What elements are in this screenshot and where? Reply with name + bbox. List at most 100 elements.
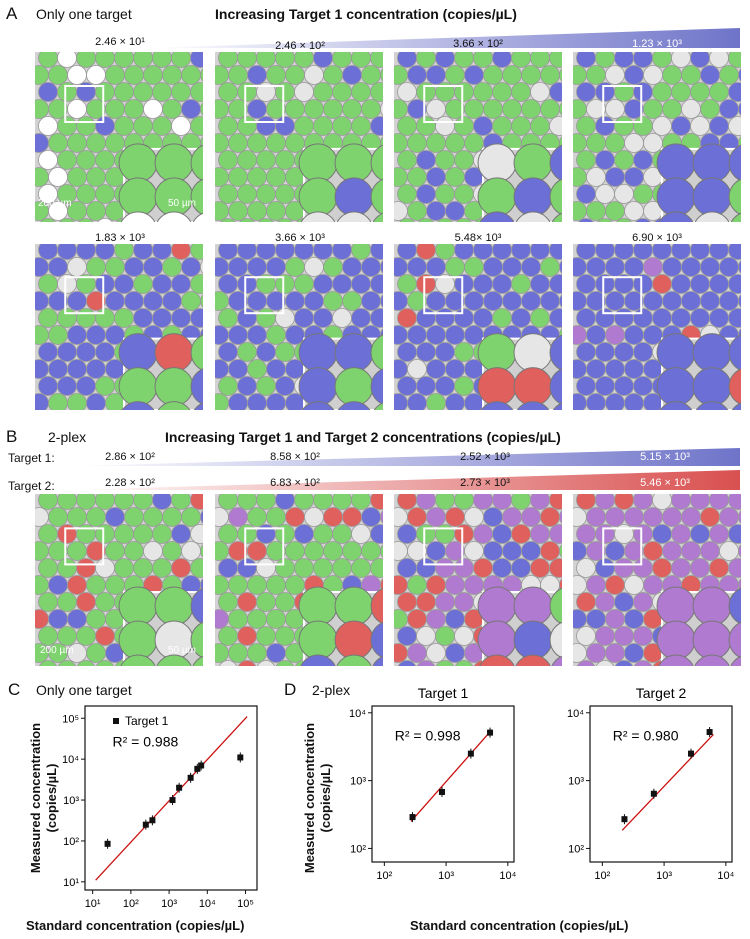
roi-box (602, 85, 643, 123)
droplet (728, 621, 741, 659)
droplet (549, 52, 562, 68)
droplet (193, 402, 203, 410)
droplet (454, 342, 474, 362)
zoom-inset (118, 143, 203, 222)
droplet (492, 244, 512, 260)
droplet (530, 52, 550, 68)
droplet (397, 592, 417, 612)
droplet (105, 65, 125, 85)
droplet (738, 294, 741, 308)
b-scale-bar-50: 50 µm (168, 645, 196, 656)
droplet (394, 291, 408, 311)
droplet (95, 592, 115, 612)
droplet (656, 620, 696, 660)
droplet (258, 218, 274, 222)
droplet (614, 524, 634, 544)
droplet (218, 150, 238, 170)
b-t2-conc-1: 2.28 × 10² (105, 477, 155, 489)
droplet (728, 52, 741, 68)
droplet (652, 308, 672, 328)
droplet (614, 308, 634, 328)
zoom-inset (477, 586, 562, 666)
droplet (154, 143, 194, 183)
droplet (218, 244, 238, 260)
droplet (719, 291, 739, 311)
droplet (394, 65, 408, 85)
droplet (633, 342, 653, 362)
droplet (35, 167, 49, 187)
droplet (215, 167, 229, 187)
droplet (605, 541, 625, 561)
droplet (370, 244, 383, 260)
droplet (370, 334, 383, 371)
droplet (633, 558, 653, 578)
b-t1-conc-4: 5.15 × 10³ (640, 451, 690, 463)
droplet (658, 654, 694, 666)
zoom-inset (298, 143, 383, 222)
droplet (719, 65, 739, 85)
droplet (370, 621, 383, 659)
droplet (728, 334, 741, 371)
droplet (692, 333, 732, 373)
droplet (728, 178, 741, 216)
droplet (38, 244, 58, 260)
zoom-inset (118, 586, 203, 666)
chart-d2-xtick-label: 10² (594, 870, 610, 882)
droplet (573, 65, 587, 85)
droplet (700, 65, 720, 85)
droplet (454, 244, 474, 260)
droplet (700, 507, 720, 527)
droplet (237, 524, 257, 544)
droplet (407, 201, 427, 221)
droplet (114, 558, 134, 578)
droplet (576, 494, 596, 510)
droplet (114, 308, 134, 328)
droplet (407, 167, 427, 187)
droplet (728, 587, 741, 625)
droplet (605, 65, 625, 85)
droplet (394, 359, 408, 379)
droplet (502, 99, 522, 119)
droplet (332, 558, 352, 578)
droplet (407, 359, 427, 379)
droplet (114, 524, 134, 544)
droplet (549, 494, 562, 510)
droplet (266, 65, 286, 85)
droplet (671, 524, 691, 544)
droplet (407, 257, 427, 277)
zoom-inset (656, 333, 741, 410)
droplet (181, 507, 201, 527)
droplet (690, 524, 710, 544)
roi-box (244, 85, 285, 123)
droplet (511, 524, 531, 544)
droplet (105, 257, 125, 277)
droplet (215, 325, 229, 345)
droplet (152, 274, 172, 294)
chart-d1-ytick-label: 10² (350, 843, 366, 855)
droplet (624, 325, 644, 345)
droplet (492, 274, 512, 294)
roi-box (423, 85, 464, 123)
droplet (67, 99, 87, 119)
chart-d1-xtick-label: 10² (376, 870, 392, 882)
droplet (549, 621, 562, 659)
droplet (266, 257, 286, 277)
droplet (67, 325, 87, 345)
droplet (573, 359, 587, 379)
droplet (709, 52, 729, 68)
droplet (652, 52, 672, 68)
droplet (633, 626, 653, 646)
droplet (294, 524, 314, 544)
droplet (266, 359, 286, 379)
chart-c-legend-label: Target 1 (125, 714, 169, 728)
roi-box (244, 276, 285, 315)
droplet (652, 244, 672, 260)
droplet (394, 133, 408, 153)
droplet (218, 494, 238, 510)
droplet (298, 333, 338, 373)
b-t2-conc-3: 2.73 × 10³ (460, 477, 510, 489)
droplet (67, 167, 87, 187)
droplet (332, 274, 352, 294)
droplet (513, 586, 553, 626)
